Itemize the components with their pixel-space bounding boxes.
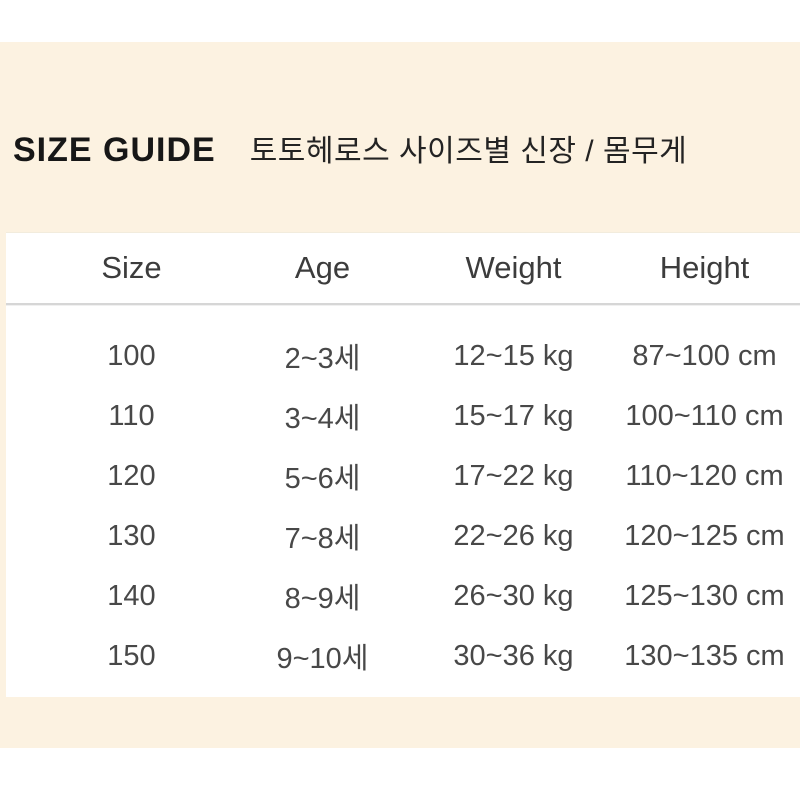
table-row: 130 7~8세 22~26 kg 120~125 cm xyxy=(36,506,800,566)
cell-height: 100~110 cm xyxy=(625,399,784,432)
header-weight: Weight xyxy=(465,250,562,285)
table-row: 120 5~6세 17~22 kg 110~120 cm xyxy=(36,446,800,506)
table-row: 140 8~9세 26~30 kg 125~130 cm xyxy=(36,566,800,626)
cell-height: 125~130 cm xyxy=(624,579,785,612)
cell-weight: 26~30 kg xyxy=(453,579,574,612)
size-table-header-row: Size Age Weight Height xyxy=(6,233,800,305)
cell-age: 9~10세 xyxy=(276,643,369,675)
cell-weight: 30~36 kg xyxy=(453,639,574,672)
cell-size: 110 xyxy=(108,399,155,432)
cell-size: 100 xyxy=(107,339,156,372)
table-row: 100 2~3세 12~15 kg 87~100 cm xyxy=(36,326,800,386)
cell-age: 7~8세 xyxy=(284,523,361,555)
page-title-english: SIZE GUIDE xyxy=(13,131,216,169)
cell-height: 87~100 cm xyxy=(632,339,777,372)
cell-weight: 15~17 kg xyxy=(453,399,574,432)
cell-age: 3~4세 xyxy=(284,403,361,435)
table-row: 110 3~4세 15~17 kg 100~110 cm xyxy=(36,386,800,446)
header-age: Age xyxy=(294,250,351,285)
size-table: Size Age Weight Height 100 2~3세 12~15 kg… xyxy=(6,232,800,697)
cell-height: 130~135 cm xyxy=(624,639,785,672)
cell-weight: 17~22 kg xyxy=(453,459,574,492)
cell-size: 120 xyxy=(107,459,156,492)
page-title: SIZE GUIDE 토토헤로스 사이즈별 신장 / 몸무게 xyxy=(13,126,687,170)
header-size: Size xyxy=(101,250,162,285)
cell-size: 140 xyxy=(107,579,156,612)
cell-age: 5~6세 xyxy=(284,463,361,495)
cell-weight: 22~26 kg xyxy=(453,519,574,552)
cell-size: 130 xyxy=(107,519,156,552)
table-row: 150 9~10세 30~36 kg 130~135 cm xyxy=(36,626,800,686)
cell-age: 8~9세 xyxy=(284,583,361,615)
cell-size: 150 xyxy=(107,639,156,672)
page-title-korean: 토토헤로스 사이즈별 신장 / 몸무게 xyxy=(249,135,688,168)
cell-weight: 12~15 kg xyxy=(453,339,574,372)
cell-height: 120~125 cm xyxy=(624,519,785,552)
cell-age: 2~3세 xyxy=(284,343,361,375)
size-table-body: 100 2~3세 12~15 kg 87~100 cm 110 3~4세 15~… xyxy=(6,305,800,686)
cell-height: 110~120 cm xyxy=(625,459,784,492)
header-height: Height xyxy=(659,250,750,285)
